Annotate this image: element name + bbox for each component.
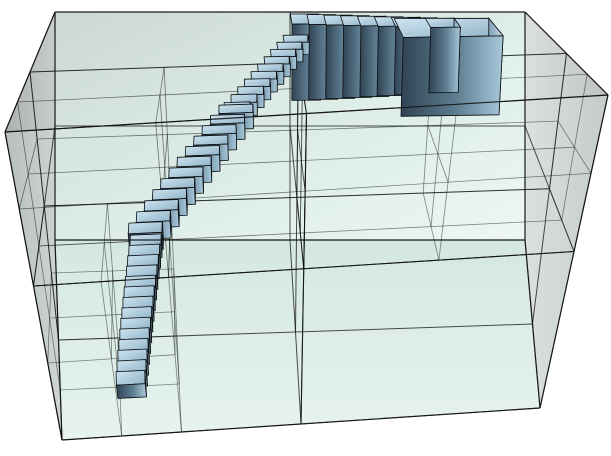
block-top bbox=[128, 222, 162, 234]
block-top bbox=[258, 64, 284, 72]
block-top bbox=[136, 211, 170, 223]
block-top bbox=[202, 125, 236, 135]
block-top bbox=[283, 35, 309, 43]
block-top bbox=[251, 71, 277, 80]
block-top bbox=[161, 178, 195, 189]
block-top bbox=[177, 156, 211, 167]
block-top bbox=[144, 200, 178, 212]
block-top bbox=[277, 42, 303, 50]
block-front bbox=[429, 27, 460, 93]
block-top bbox=[194, 135, 228, 145]
path-block bbox=[425, 18, 460, 93]
block-top bbox=[185, 146, 219, 157]
block-top bbox=[169, 167, 203, 178]
block-top bbox=[264, 56, 290, 64]
block-top bbox=[152, 189, 186, 201]
path-block bbox=[116, 370, 147, 398]
block-top bbox=[271, 49, 297, 57]
block-front bbox=[116, 384, 146, 399]
block-top bbox=[116, 370, 145, 385]
